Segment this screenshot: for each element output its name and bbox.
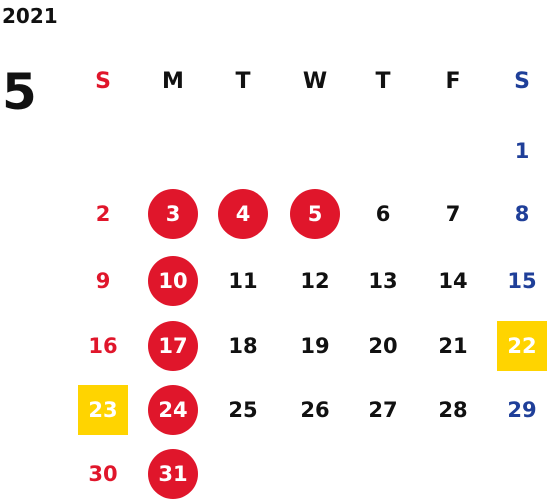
calendar-day[interactable]: 31 xyxy=(138,448,208,500)
calendar-day[interactable]: 26 xyxy=(280,384,350,436)
day-number: 7 xyxy=(445,202,461,226)
calendar-day[interactable]: 13 xyxy=(348,255,418,307)
day-number: 30 xyxy=(88,462,118,486)
calendar-day[interactable]: 12 xyxy=(280,255,350,307)
calendar-day[interactable]: 14 xyxy=(418,255,488,307)
day-number: 2 xyxy=(95,202,111,226)
day-number: 22 xyxy=(507,334,537,358)
day-number: 21 xyxy=(438,334,468,358)
calendar-day[interactable]: 27 xyxy=(348,384,418,436)
day-number: 29 xyxy=(507,398,537,422)
calendar-day[interactable]: 1 xyxy=(487,125,548,177)
calendar-day[interactable]: 16 xyxy=(68,320,138,372)
day-number: 17 xyxy=(158,334,188,358)
day-number: 4 xyxy=(235,202,251,226)
calendar-day[interactable]: 6 xyxy=(348,188,418,240)
calendar-day[interactable]: 7 xyxy=(418,188,488,240)
day-number: 15 xyxy=(507,269,537,293)
weekday-label: T xyxy=(235,69,251,94)
day-number: 14 xyxy=(438,269,468,293)
weekday-label: S xyxy=(95,69,111,94)
calendar-day[interactable]: 21 xyxy=(418,320,488,372)
day-number: 3 xyxy=(165,202,181,226)
day-number: 5 xyxy=(307,202,323,226)
day-number: 28 xyxy=(438,398,468,422)
calendar-day[interactable]: 29 xyxy=(487,384,548,436)
weekday-label: T xyxy=(375,69,391,94)
day-number: 8 xyxy=(514,202,530,226)
day-number: 19 xyxy=(300,334,330,358)
day-number: 16 xyxy=(88,334,118,358)
holiday-circle xyxy=(148,385,198,435)
day-number: 9 xyxy=(95,269,111,293)
calendar-day[interactable]: 22 xyxy=(487,320,548,372)
calendar-day[interactable]: 19 xyxy=(280,320,350,372)
calendar-day[interactable]: 4 xyxy=(208,188,278,240)
day-number: 13 xyxy=(368,269,398,293)
calendar-day[interactable]: 28 xyxy=(418,384,488,436)
day-number: 6 xyxy=(375,202,391,226)
day-number: 24 xyxy=(158,398,188,422)
day-number: 10 xyxy=(158,269,188,293)
day-number: 20 xyxy=(368,334,398,358)
calendar-day[interactable]: 10 xyxy=(138,255,208,307)
calendar-day[interactable]: 17 xyxy=(138,320,208,372)
holiday-circle xyxy=(148,321,198,371)
day-number: 25 xyxy=(228,398,258,422)
calendar-day[interactable]: 30 xyxy=(68,448,138,500)
calendar-day[interactable]: 18 xyxy=(208,320,278,372)
day-number: 11 xyxy=(228,269,258,293)
calendar-day[interactable]: 11 xyxy=(208,255,278,307)
month-number: 5 xyxy=(2,63,37,121)
calendar-day[interactable]: 2 xyxy=(68,188,138,240)
holiday-circle xyxy=(148,256,198,306)
holiday-circle xyxy=(218,189,268,239)
day-number: 12 xyxy=(300,269,330,293)
highlight-box xyxy=(78,385,128,435)
calendar-day[interactable]: 25 xyxy=(208,384,278,436)
calendar-day[interactable]: 15 xyxy=(487,255,548,307)
weekday-label: M xyxy=(162,69,184,94)
day-number: 26 xyxy=(300,398,330,422)
holiday-circle xyxy=(290,189,340,239)
day-number: 1 xyxy=(514,139,530,163)
weekday-label: S xyxy=(514,69,530,94)
calendar-day[interactable]: 3 xyxy=(138,188,208,240)
weekday-label: F xyxy=(445,69,461,94)
calendar-day[interactable]: 24 xyxy=(138,384,208,436)
highlight-box xyxy=(497,321,547,371)
day-number: 18 xyxy=(228,334,258,358)
day-number: 27 xyxy=(368,398,398,422)
holiday-circle xyxy=(148,449,198,499)
calendar-day[interactable]: 20 xyxy=(348,320,418,372)
day-number: 23 xyxy=(88,398,118,422)
day-number: 31 xyxy=(158,462,188,486)
calendar-day[interactable]: 9 xyxy=(68,255,138,307)
holiday-circle xyxy=(148,189,198,239)
calendar-day[interactable]: 8 xyxy=(487,188,548,240)
calendar-day[interactable]: 5 xyxy=(280,188,350,240)
year-label: 2021 xyxy=(2,4,58,28)
weekday-label: W xyxy=(302,69,328,94)
calendar-day[interactable]: 23 xyxy=(68,384,138,436)
